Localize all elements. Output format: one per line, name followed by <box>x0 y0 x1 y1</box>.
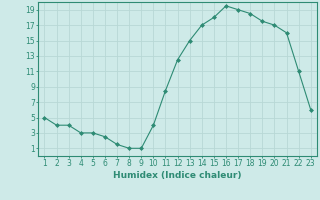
X-axis label: Humidex (Indice chaleur): Humidex (Indice chaleur) <box>113 171 242 180</box>
